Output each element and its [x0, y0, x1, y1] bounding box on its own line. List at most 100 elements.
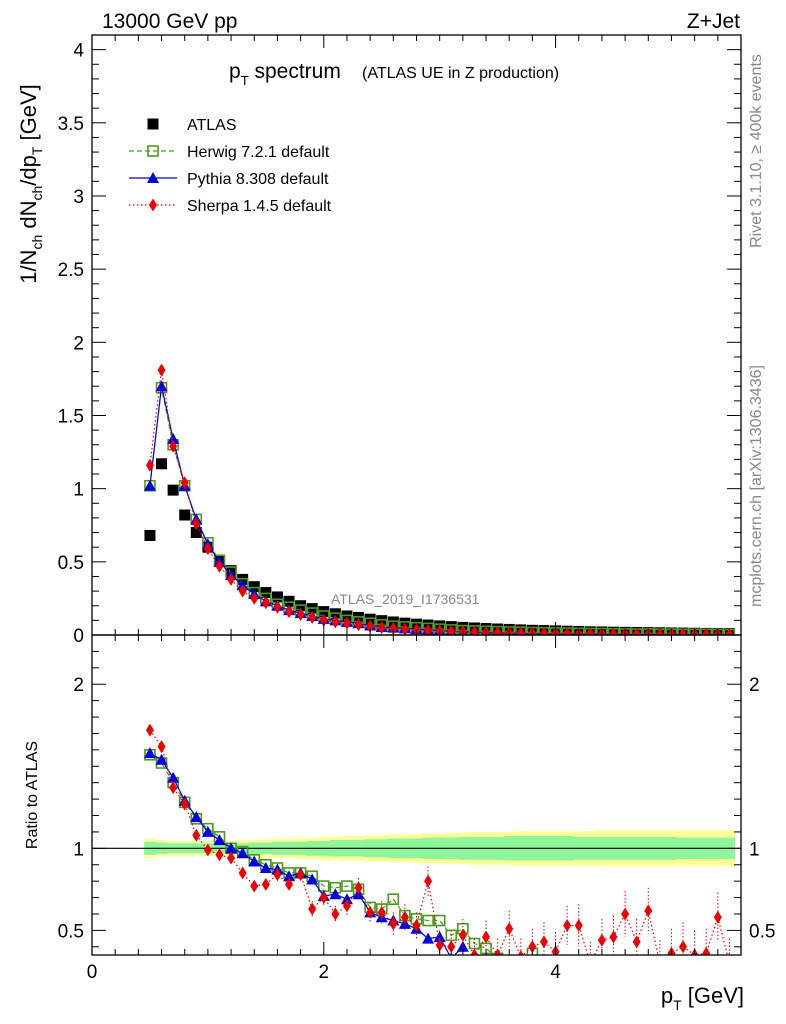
- sherpa-point: [285, 605, 294, 619]
- y-axis-title: 1/Nch dNch/dpT [GeV]: [16, 84, 45, 284]
- y-tick-label: 1: [73, 480, 84, 501]
- x-tick-label: 4: [550, 962, 561, 983]
- pythia-ratio-point: [449, 952, 453, 955]
- data-point-atlas: [376, 615, 388, 627]
- pythia-ratio-point: [456, 940, 469, 952]
- ratio-y-tick-label: 1: [73, 839, 84, 860]
- sherpa-point: [609, 627, 618, 635]
- sherpa-point: [586, 627, 595, 635]
- legend-label-herwig: Herwig 7.2.1 default: [187, 144, 330, 161]
- pythia-ratio-point: [201, 825, 214, 837]
- sherpa-ratio-point: [470, 948, 479, 955]
- y-tick-label: 2.5: [58, 260, 84, 281]
- sherpa-ratio-point: [308, 902, 317, 916]
- pythia-ratio-point: [248, 855, 261, 867]
- sherpa-ratio-line: [149, 729, 728, 955]
- rivet-version-label: Rivet 3.1.10, ≥ 400k events: [748, 54, 765, 248]
- y-tick-label: 4: [73, 41, 84, 62]
- sherpa-ratio-point: [609, 930, 618, 944]
- sherpa-point: [145, 458, 154, 472]
- sherpa-point: [273, 600, 282, 614]
- sherpa-ratio-point: [250, 879, 259, 893]
- sherpa-ratio-point: [296, 868, 305, 882]
- sherpa-point: [516, 626, 525, 635]
- ratio-series: [143, 723, 730, 970]
- sherpa-point: [157, 363, 166, 377]
- pythia-ratio-point: [259, 862, 272, 874]
- energy-label: 13000 GeV pp: [102, 10, 237, 33]
- sherpa-ratio-point: [539, 935, 548, 949]
- sherpa-ratio-point: [435, 938, 444, 952]
- sherpa-point: [296, 608, 305, 622]
- sherpa-ratio-point: [412, 918, 421, 932]
- data-point-atlas: [179, 509, 191, 521]
- sherpa-point: [632, 627, 641, 635]
- x-tick-label: 0: [87, 962, 98, 983]
- sherpa-ratio-point: [261, 877, 270, 891]
- y-tick-label: 2: [73, 333, 84, 354]
- sherpa-ratio-point: [528, 940, 537, 954]
- legend-marker-pythia: [147, 172, 159, 183]
- data-point-atlas: [364, 613, 376, 625]
- sherpa-ratio-point: [215, 848, 224, 862]
- sherpa-ratio-point: [273, 868, 282, 882]
- ratio-uncertainty-bands: [92, 830, 741, 867]
- pythia-point: [167, 432, 180, 444]
- y-tick-label: 1.5: [58, 406, 84, 427]
- sherpa-ratio-point: [192, 828, 201, 842]
- sherpa-point: [342, 616, 351, 630]
- sherpa-point: [493, 626, 502, 635]
- pythia-ratio-point: [433, 930, 446, 942]
- legend-label-sherpa: Sherpa 1.4.5 default: [187, 198, 332, 215]
- sherpa-point: [447, 624, 456, 635]
- pythia-ratio-point: [283, 870, 296, 882]
- pythia-ratio-point: [236, 847, 249, 859]
- sherpa-point: [261, 596, 270, 610]
- sherpa-point: [354, 618, 363, 632]
- sherpa-ratio-point: [157, 740, 166, 754]
- sherpa-ratio-point: [505, 922, 514, 936]
- chart-title-note: (ATLAS UE in Z production): [362, 65, 559, 82]
- sherpa-point: [238, 584, 247, 598]
- pythia-ratio-point: [167, 771, 180, 783]
- sherpa-ratio-point: [366, 905, 375, 919]
- mcplots-label: mcplots.cern.ch [arXiv:1306.3436]: [748, 365, 765, 607]
- herwig-ratio-point: [433, 914, 446, 927]
- sherpa-ratio-point: [482, 930, 491, 944]
- sherpa-point: [702, 628, 711, 635]
- sherpa-ratio-point: [517, 950, 524, 955]
- herwig-ratio-point: [422, 914, 434, 927]
- pythia-point: [143, 479, 156, 491]
- sherpa-ratio-point: [400, 910, 409, 924]
- sherpa-ratio-point: [586, 957, 594, 970]
- legend-marker-data: [147, 118, 159, 130]
- data-point-atlas: [190, 527, 202, 539]
- sherpa-ratio-point: [319, 891, 328, 905]
- sherpa-ratio-point: [377, 905, 386, 919]
- ratio-frame: [91, 634, 742, 956]
- sherpa-ratio-point: [447, 940, 456, 954]
- sherpa-ratio-point: [713, 910, 722, 924]
- legend-marker-sherpa: [149, 198, 157, 212]
- y-tick-label: 0: [73, 626, 84, 647]
- sherpa-point: [215, 559, 224, 573]
- chart-title: pT spectrum: [229, 60, 341, 88]
- process-label: Z+Jet: [687, 10, 740, 33]
- sherpa-ratio-point: [285, 877, 294, 891]
- sherpa-point: [389, 621, 398, 635]
- sherpa-ratio-point: [424, 874, 433, 888]
- sherpa-point: [192, 517, 201, 531]
- pythia-ratio-line: [149, 752, 464, 955]
- pythia-ratio-point: [422, 932, 435, 944]
- data-point-atlas: [156, 458, 168, 470]
- sherpa-point: [655, 627, 664, 635]
- sherpa-ratio-point: [389, 917, 398, 931]
- herwig-ratio-point: [341, 880, 353, 892]
- sherpa-point: [169, 439, 178, 453]
- sherpa-point: [227, 572, 236, 586]
- legend-label-data: ATLAS: [187, 117, 237, 134]
- sherpa-ratio-point: [180, 797, 189, 811]
- pythia-ratio-point: [225, 842, 238, 854]
- sherpa-ratio-point: [644, 904, 653, 918]
- axes: 0 2 400.511.522.533.540.5 0.51 12 2: [58, 34, 775, 983]
